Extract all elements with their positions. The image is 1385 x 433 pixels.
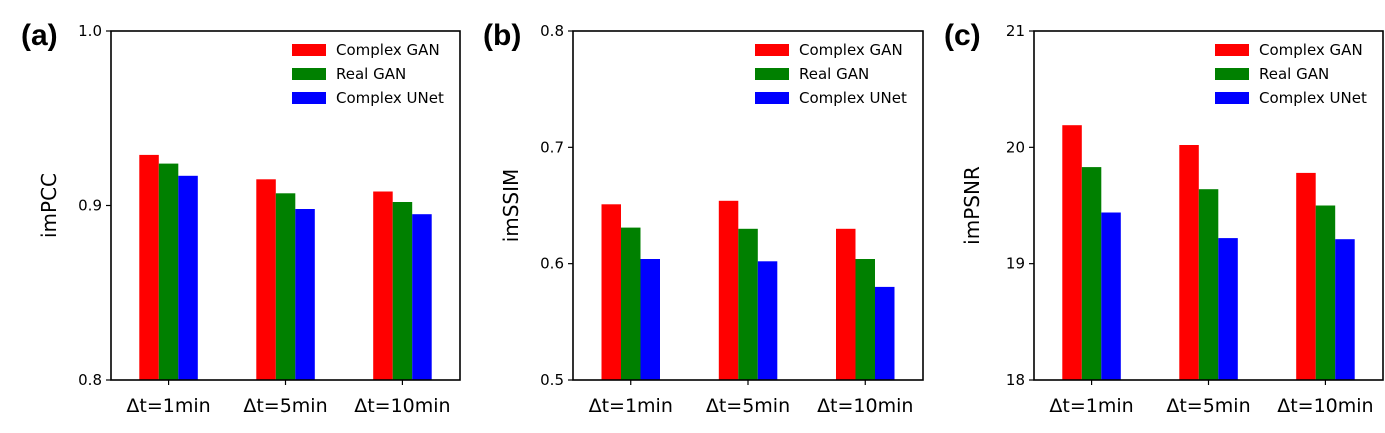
legend-swatch-0 (1215, 44, 1249, 56)
bar-real-gan-2 (855, 259, 875, 380)
legend-label-1: Real GAN (336, 65, 406, 83)
bar-real-gan-0 (1081, 167, 1102, 380)
chart-panel-a: Δt=1min Δt=5min Δt=10min 0.8 0.9 1.0 imPCC (a) C… (21, 19, 461, 417)
y-tick-label: 19 (1006, 255, 1025, 273)
x-tick-label: Δt=10min (817, 395, 913, 417)
bar-complex-gan-0 (601, 204, 621, 380)
y-tick-label: 0.5 (540, 371, 564, 389)
plot-frame (110, 30, 461, 381)
legend-swatch-1 (1215, 68, 1249, 80)
bar-complex-gan-1 (1179, 145, 1199, 380)
bar-complex-gan-0 (1062, 125, 1082, 380)
bar-complex-unet-2 (1335, 239, 1355, 380)
legend-label-1: Real GAN (1259, 65, 1329, 83)
legend-label-2: Complex UNet (799, 89, 907, 107)
bar-complex-unet-0 (178, 175, 198, 380)
y-tick-label: 0.7 (540, 138, 564, 156)
bar-complex-unet-2 (412, 214, 432, 380)
y-tick-label: 0.6 (540, 255, 564, 273)
legend-label-0: Complex GAN (336, 41, 440, 59)
legend-swatch-2 (1215, 92, 1249, 104)
y-axis-label: imSSIM (499, 169, 523, 243)
bar-real-gan-1 (738, 228, 758, 380)
y-tick-label: 18 (1006, 371, 1025, 389)
x-tick-label: Δt=5min (706, 395, 790, 417)
y-tick-label: 20 (1006, 138, 1025, 156)
x-tick-label: Δt=5min (243, 395, 327, 417)
legend-swatch-0 (755, 44, 789, 56)
bar-complex-gan-2 (373, 191, 393, 380)
legend-label-2: Complex UNet (336, 89, 444, 107)
legend-swatch-1 (292, 68, 326, 80)
legend-label-2: Complex UNet (1259, 89, 1367, 107)
chart-panel-c: Δt=1min Δt=5min Δt=10min 18 19 20 21 imPSNR (c) C… (944, 19, 1384, 417)
bar-complex-unet-2 (875, 286, 895, 380)
bar-complex-gan-2 (836, 228, 856, 380)
panel-label: (b) (483, 19, 521, 52)
legend-label-0: Complex GAN (799, 41, 903, 59)
y-tick-label: 21 (1006, 22, 1025, 40)
x-tick-label: Δt=10min (1277, 395, 1373, 417)
bar-complex-unet-0 (1101, 212, 1121, 380)
x-tick-label: Δt=1min (589, 395, 673, 417)
y-tick-label: 0.9 (78, 197, 102, 215)
legend-swatch-1 (755, 68, 789, 80)
x-tick-label: Δt=1min (1049, 395, 1133, 417)
bar-real-gan-0 (158, 163, 179, 380)
plot-frame (1033, 30, 1384, 381)
chart-panel-b: Δt=1min Δt=5min Δt=10min 0.5 0.6 0.7 0.8 imSSIM… (483, 19, 924, 417)
legend-label-1: Real GAN (799, 65, 869, 83)
bar-complex-gan-1 (256, 179, 276, 380)
y-axis-label: imPSNR (960, 166, 984, 245)
bar-complex-unet-1 (1218, 238, 1238, 380)
legend-swatch-2 (292, 92, 326, 104)
legend-swatch-2 (755, 92, 789, 104)
legend-swatch-0 (292, 44, 326, 56)
bar-real-gan-2 (1315, 205, 1336, 380)
bar-complex-unet-0 (640, 259, 660, 380)
legend-label-0: Complex GAN (1259, 41, 1363, 59)
bar-complex-unet-1 (757, 261, 778, 380)
bar-real-gan-1 (275, 193, 296, 380)
y-tick-label: 1.0 (78, 22, 102, 40)
bar-real-gan-2 (392, 202, 413, 380)
plot-frame (572, 30, 924, 381)
x-tick-label: Δt=10min (354, 395, 450, 417)
panel-label: (a) (21, 19, 58, 52)
y-axis-label: imPCC (37, 173, 61, 238)
bar-real-gan-1 (1198, 189, 1219, 380)
panel-label: (c) (944, 19, 981, 52)
bar-complex-unet-1 (295, 209, 315, 380)
bar-complex-gan-1 (718, 200, 739, 380)
bar-complex-gan-2 (1296, 172, 1316, 380)
x-tick-label: Δt=5min (1166, 395, 1250, 417)
y-tick-label: 0.8 (78, 371, 102, 389)
bar-complex-gan-0 (139, 154, 159, 380)
x-tick-label: Δt=1min (126, 395, 210, 417)
bar-real-gan-0 (621, 227, 641, 380)
y-tick-label: 0.8 (540, 22, 564, 40)
